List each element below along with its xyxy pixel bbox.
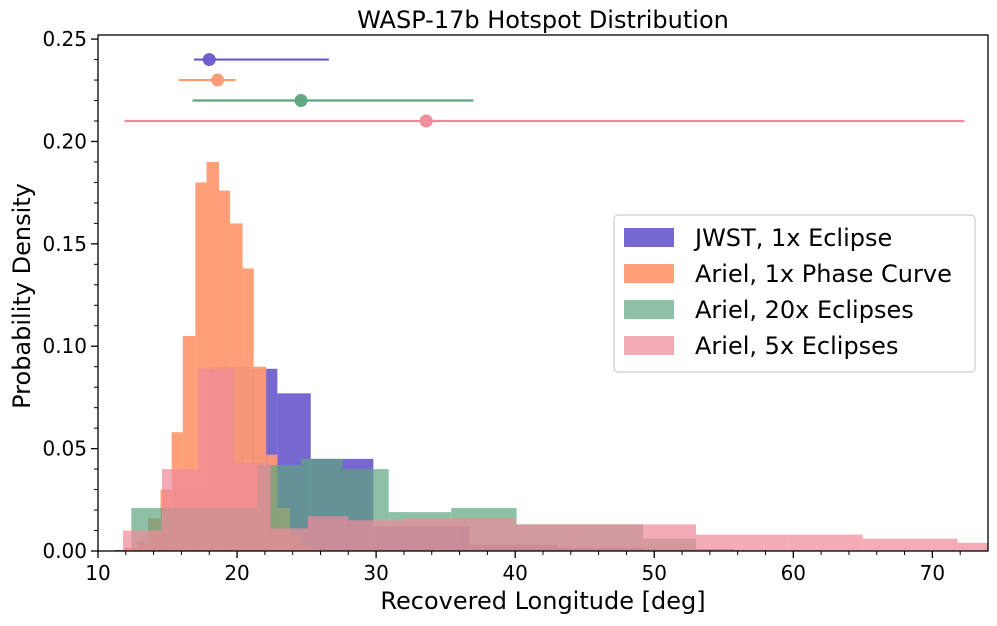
y-tick-label: 0.05 [42,437,87,461]
hist-bar [123,531,162,551]
hist-bar [462,518,515,551]
hist-bar [696,535,788,551]
legend-label: JWST, 1x Eclipse [693,224,892,252]
legend-label: Ariel, 20x Eclipses [695,296,914,324]
legend: JWST, 1x Eclipse Ariel, 1x Phase Curve Ari… [614,215,975,372]
x-tick-label: 10 [85,561,110,585]
hist-bar [515,524,622,551]
hist-bar [348,520,404,551]
y-tick-label: 0.25 [42,27,87,51]
x-tick-label: 20 [224,561,249,585]
legend-label: Ariel, 5x Eclipses [695,332,898,360]
x-tick-label: 60 [781,561,806,585]
y-tick-label: 0.10 [42,334,87,358]
x-ticks: 10 20 30 40 50 60 70 [85,551,960,585]
legend-swatch [624,336,674,355]
x-tick-label: 40 [502,561,527,585]
hist-bar [198,369,234,551]
hist-bar [270,528,308,551]
hist-bar [162,469,198,551]
x-tick-label: 70 [920,561,945,585]
hist-bar [863,539,958,551]
x-tick-label: 50 [642,561,667,585]
y-axis-label: Probability Density [8,183,36,409]
legend-swatch [624,228,674,247]
chart-title: WASP-17b Hotspot Distribution [357,6,729,34]
error-bar-marker [295,95,307,107]
error-bars [124,54,964,127]
error-bar-marker [212,74,224,86]
hist-bar [234,463,270,551]
x-tick-label: 30 [363,561,388,585]
hist-bar [788,535,863,551]
hist-bar [622,524,696,551]
hist-bar [404,518,462,551]
x-axis-label: Recovered Longitude [deg] [380,587,705,615]
y-tick-label: 0.00 [42,539,87,563]
hist-bar [957,543,988,551]
error-bar-marker [420,115,432,127]
y-tick-label: 0.15 [42,232,87,256]
y-tick-label: 0.20 [42,129,87,153]
legend-swatch [624,300,674,319]
hist-bar [308,516,348,551]
y-ticks: 0.00 0.05 0.10 0.15 0.20 0.25 [42,27,98,563]
legend-label: Ariel, 1x Phase Curve [695,260,952,288]
error-bar-marker [203,54,215,66]
legend-swatch [624,264,674,283]
